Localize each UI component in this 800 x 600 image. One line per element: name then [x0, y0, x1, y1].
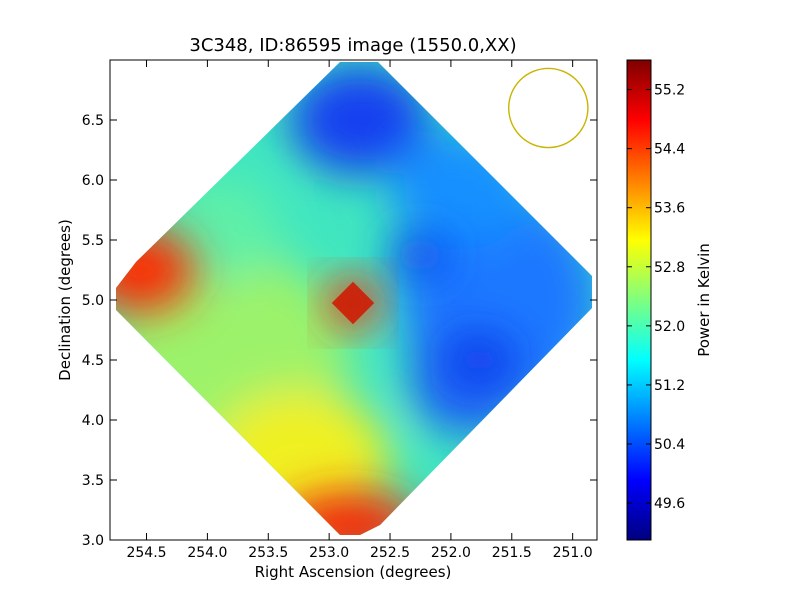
colorbar-tick-label: 52.8 [654, 260, 685, 276]
colorbar-gradient [626, 59, 652, 541]
colorbar-tick-label: 52.0 [654, 319, 685, 335]
y-tick-label: 3.0 [82, 533, 104, 549]
colorbar-tick-label: 51.2 [654, 378, 685, 394]
y-tick-label: 3.5 [82, 473, 104, 489]
x-tick-label: 252.0 [431, 545, 471, 561]
y-tick-label: 5.5 [82, 233, 104, 249]
y-tick-label: 6.5 [82, 113, 104, 129]
colorbar-tick-label: 54.4 [654, 142, 685, 158]
colorbar-label: Power in Kelvin [695, 243, 713, 357]
hotspot-blue-right-mid [390, 235, 450, 275]
colorbar-tick-label: 50.4 [654, 437, 685, 453]
hotspot-blue-right-low [450, 342, 510, 378]
region-blue-top [290, 65, 430, 175]
x-tick-label: 251.0 [553, 545, 593, 561]
x-tick-label: 254.0 [187, 545, 227, 561]
y-tick-label: 6.0 [82, 173, 104, 189]
beam-circle [507, 67, 589, 149]
colorbar-ticks: 49.6 50.4 51.2 52.0 52.8 53.6 54.4 55.2 [627, 83, 685, 512]
x-axis-label: Right Ascension (degrees) [255, 563, 452, 581]
map-image [116, 62, 592, 535]
x-tick-label: 252.5 [370, 545, 410, 561]
region-blue-upper [390, 130, 530, 250]
x-tick-label: 253.0 [309, 545, 349, 561]
hotspot-center-core [331, 281, 375, 325]
x-axis: 254.5 254.0 253.5 253.0 252.5 252.0 251.5 251.0 [126, 60, 593, 561]
hotspot-left [116, 228, 195, 312]
region-blue-low-right [410, 325, 530, 435]
hotspot-bottom [280, 493, 420, 535]
y-tick-label: 4.0 [82, 413, 104, 429]
colorbar-tick-label: 49.6 [654, 496, 685, 512]
x-tick-label: 251.5 [492, 545, 532, 561]
colorbar-tick-label: 55.2 [654, 83, 685, 99]
colorbar: 49.6 50.4 51.2 52.0 52.8 53.6 54.4 55.2 Power i… [626, 59, 713, 541]
x-tick-label: 254.5 [126, 545, 166, 561]
y-axis: 3.0 3.5 4.0 4.5 5.0 5.5 6.0 6.5 [82, 113, 597, 549]
colorbar-tick-label: 53.6 [654, 201, 685, 217]
y-axis-label: Declination (degrees) [56, 219, 74, 381]
chart-title: 3C348, ID:86595 image (1550.0,XX) [189, 35, 516, 56]
y-tick-label: 5.0 [82, 293, 104, 309]
y-tick-label: 4.5 [82, 353, 104, 369]
x-tick-label: 253.5 [248, 545, 288, 561]
